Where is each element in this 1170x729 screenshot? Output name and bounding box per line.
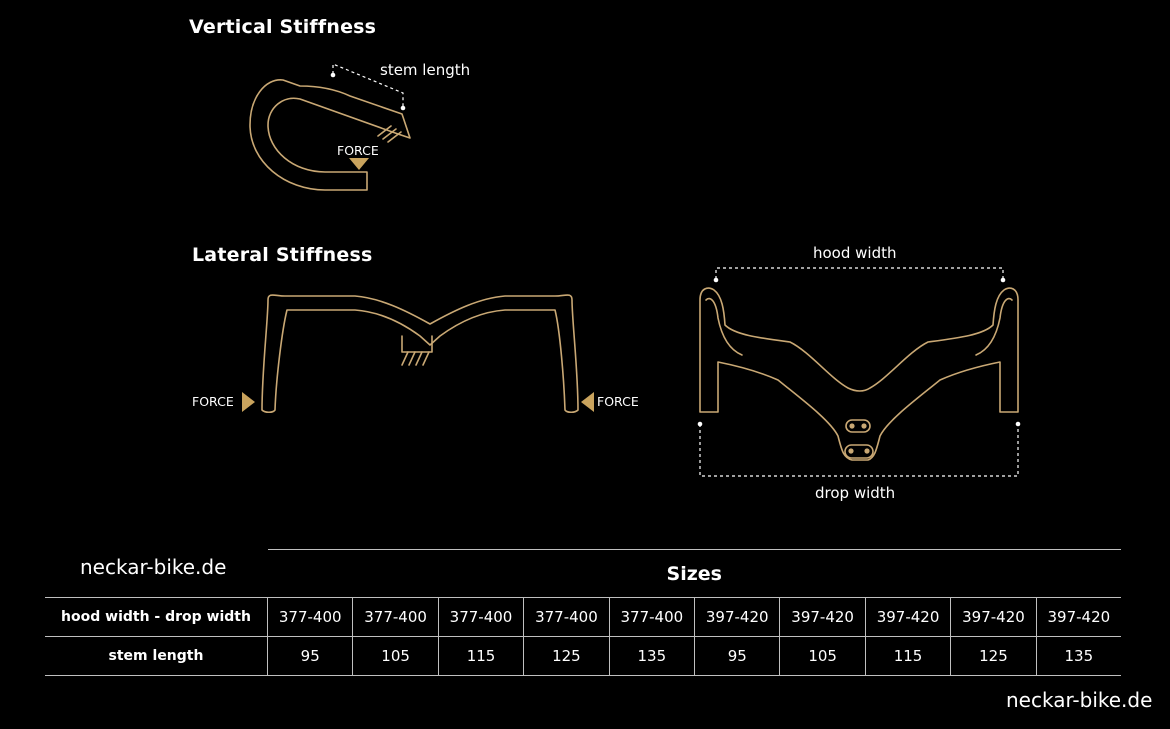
- lateral-stiffness-heading: Lateral Stiffness: [192, 244, 373, 266]
- watermark-corner: neckar-bike.de: [1006, 688, 1153, 712]
- table-cell: 135: [1035, 636, 1121, 676]
- hood-width-label: hood width: [813, 244, 897, 262]
- table-row: stem length 95 105 115 125 135 95 105 11…: [45, 636, 1121, 676]
- force-label-right: FORCE: [597, 394, 639, 409]
- bolt-dots: [848, 423, 870, 454]
- side-view-handlebar: [249, 79, 411, 191]
- table-cell: 377-400: [266, 597, 353, 637]
- drop-width-label: drop width: [815, 484, 896, 502]
- sizes-table: Sizes hood width - drop width 377-400 37…: [45, 549, 1121, 676]
- table-corner-empty: [45, 550, 268, 598]
- table-cell: 105: [352, 636, 439, 676]
- drop-width-dimension: [699, 424, 1019, 477]
- vertical-stiffness-heading: Vertical Stiffness: [189, 16, 377, 38]
- row-header-stem-length: stem length: [45, 636, 268, 676]
- table-cell: 125: [523, 636, 610, 676]
- force-label-vertical: FORCE: [337, 143, 379, 158]
- table-cell: 397-420: [779, 597, 866, 637]
- table-cell: 115: [437, 636, 524, 676]
- table-cell: 397-420: [1035, 597, 1121, 637]
- row-header-hood-drop-width: hood width - drop width: [45, 597, 268, 637]
- table-cell: 95: [694, 636, 780, 676]
- force-arrow-left-icon: [581, 392, 594, 412]
- table-cell: 105: [779, 636, 866, 676]
- stem-length-label: stem length: [380, 61, 471, 79]
- table-cell: 377-400: [523, 597, 610, 637]
- table-cell: 397-420: [694, 597, 780, 637]
- table-cell: 397-420: [864, 597, 951, 637]
- hood-width-dimension: [715, 267, 1004, 279]
- table-cell: 95: [266, 636, 353, 676]
- table-cell: 135: [608, 636, 695, 676]
- force-label-left: FORCE: [192, 394, 234, 409]
- table-cell: 397-420: [950, 597, 1037, 637]
- force-arrow-right-icon: [242, 392, 255, 412]
- top-view-handlebar: [699, 287, 1019, 461]
- sizes-title: Sizes: [267, 549, 1121, 598]
- table-cell: 125: [950, 636, 1037, 676]
- table-cell: 377-400: [608, 597, 695, 637]
- watermark-table: neckar-bike.de: [80, 555, 227, 579]
- table-cell: 115: [864, 636, 951, 676]
- table-row: hood width - drop width 377-400 377-400 …: [45, 597, 1121, 637]
- table-cell: 377-400: [437, 597, 524, 637]
- front-view-handlebar: [261, 294, 579, 414]
- force-arrow-down-icon: [349, 158, 369, 170]
- table-cell: 377-400: [352, 597, 439, 637]
